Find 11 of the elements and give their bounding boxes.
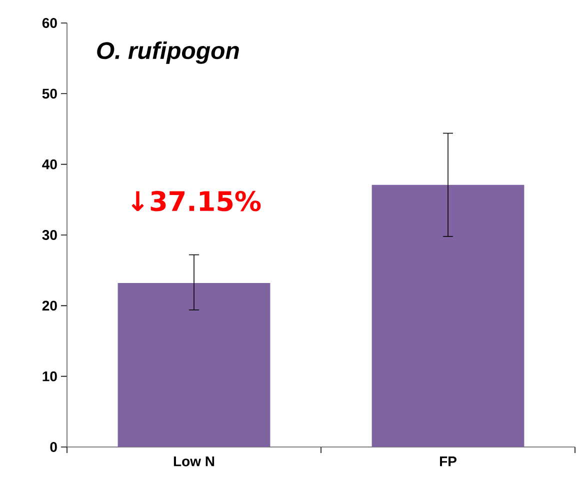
y-tick-label: 0 bbox=[50, 442, 57, 452]
annotation: ↓37.15% bbox=[132, 190, 261, 212]
text: O. rufipogon bbox=[97, 41, 239, 64]
y-tick-label: 40 bbox=[42, 159, 57, 170]
x-tick-label: FP bbox=[440, 456, 456, 466]
y-tick-label: 60 bbox=[42, 18, 57, 28]
y-tick-label: 20 bbox=[42, 300, 57, 311]
y-tick-label: 50 bbox=[42, 88, 57, 99]
x-tick-label: Low N bbox=[174, 456, 214, 466]
y-tick-label: 10 bbox=[42, 371, 57, 382]
y-tick-label: 30 bbox=[42, 230, 57, 240]
